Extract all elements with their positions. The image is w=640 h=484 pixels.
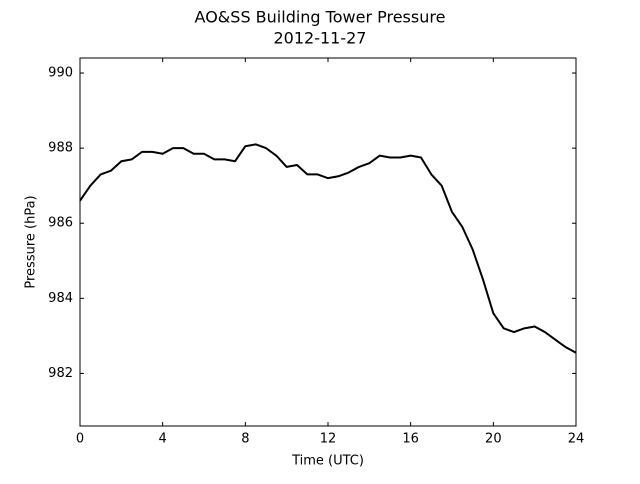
x-tick-label: 12 [320,432,337,447]
x-tick-label: 0 [76,432,84,447]
y-tick-label: 984 [48,291,73,306]
y-tick-label: 988 [48,141,73,156]
plot-frame [79,57,577,427]
y-tick-label: 986 [48,216,73,231]
chart-subtitle: 2012-11-27 [274,29,367,48]
y-tick-label: 990 [48,66,73,81]
x-tick-label: 16 [402,432,419,447]
x-tick-label: 4 [159,432,167,447]
chart-title: AO&SS Building Tower Pressure [195,8,446,27]
x-axis-label: Time (UTC) [291,454,364,469]
y-axis-label: Pressure (hPa) [24,195,39,288]
x-tick-label: 8 [241,432,249,447]
y-tick-label: 982 [48,366,73,381]
x-tick-label: 24 [568,432,585,447]
x-tick-label: 20 [485,432,502,447]
data-line [79,143,577,354]
